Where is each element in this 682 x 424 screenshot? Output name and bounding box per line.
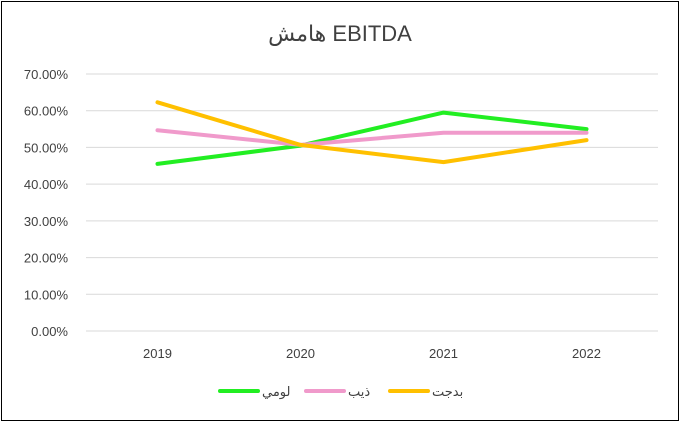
x-axis-tick-labels: 2019 2020 2021 2022	[143, 346, 601, 361]
y-tick-label: 10.00%	[24, 287, 69, 302]
y-tick-label: 20.00%	[24, 251, 69, 266]
legend-label: بدجت	[432, 384, 463, 399]
x-tick-label: 2021	[429, 346, 458, 361]
y-tick-label: 0.00%	[31, 324, 68, 339]
y-tick-label: 70.00%	[24, 67, 69, 82]
x-tick-label: 2019	[143, 346, 172, 361]
y-tick-label: 30.00%	[24, 214, 69, 229]
series-lines	[155, 100, 589, 166]
series-line-1	[155, 128, 589, 147]
series-line-2	[155, 100, 589, 165]
legend-label: ذيب	[348, 384, 370, 399]
y-axis-tick-labels: 0.00% 10.00% 20.00% 30.00% 40.00% 50.00% 60.00…	[24, 67, 69, 339]
legend-label: لومي	[262, 384, 290, 400]
y-tick-label: 60.00%	[24, 104, 69, 119]
chart-title: هامش EBITDA	[268, 21, 412, 47]
y-tick-label: 50.00%	[24, 140, 69, 155]
legend: لومي ذيب بدجت	[218, 384, 463, 400]
series-line-0	[155, 110, 589, 166]
gridlines	[86, 73, 658, 332]
x-tick-label: 2020	[286, 346, 315, 361]
x-tick-label: 2022	[572, 346, 601, 361]
y-tick-label: 40.00%	[24, 177, 69, 192]
